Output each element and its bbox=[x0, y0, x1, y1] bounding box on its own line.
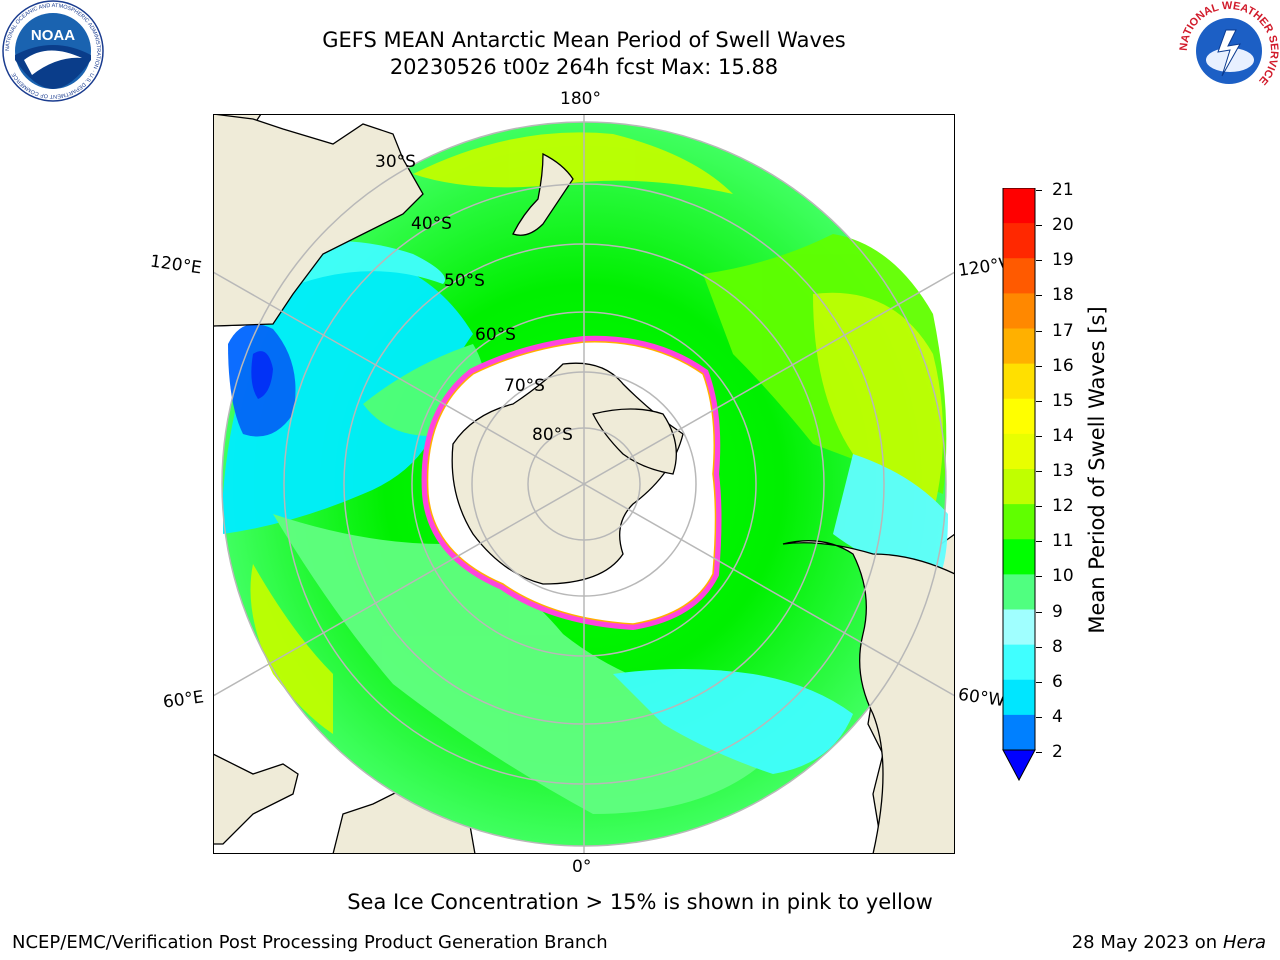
swell-field bbox=[223, 132, 948, 814]
colorbar-band bbox=[1003, 574, 1035, 610]
colorbar-band bbox=[1003, 188, 1035, 224]
colorbar-label: Mean Period of Swell Waves [s] bbox=[1085, 306, 1109, 634]
colorbar-ticks: 2 4 6 8 9 10 11 12 13 14 15 16 17 18 19 20 21 bbox=[1036, 180, 1084, 770]
lon-label-0: 0° bbox=[572, 857, 592, 877]
colorbar-band bbox=[1003, 293, 1035, 329]
colorbar-tick-label: 12 bbox=[1052, 496, 1074, 517]
colorbar-tick-label: 4 bbox=[1052, 706, 1063, 727]
colorbar-tick-label: 14 bbox=[1052, 425, 1074, 446]
colorbar-tick-label: 13 bbox=[1052, 461, 1074, 481]
colorbar-band bbox=[1003, 504, 1035, 540]
colorbar-tick-mark bbox=[1036, 752, 1042, 753]
colorbar-band bbox=[1003, 223, 1035, 259]
lat-label-70s: 70°S bbox=[504, 376, 545, 396]
machine-name: Hera bbox=[1222, 932, 1266, 953]
colorbar-band bbox=[1003, 398, 1035, 435]
colorbar-tick-label: 8 bbox=[1052, 636, 1063, 657]
colorbar-band bbox=[1003, 469, 1035, 505]
map-subtitle: 20230526 t00z 264h fcst Max: 15.88 bbox=[389, 55, 779, 79]
colorbar-tick-label: 15 bbox=[1052, 390, 1074, 411]
colorbar-band bbox=[1003, 714, 1035, 751]
lat-label-30s: 30°S bbox=[375, 152, 416, 172]
colorbar-tick-label: 21 bbox=[1052, 180, 1074, 200]
colorbar-tick-label: 10 bbox=[1052, 566, 1074, 587]
colorbar-tick-label: 20 bbox=[1052, 215, 1074, 236]
lon-label-60e: 60°E bbox=[161, 687, 206, 713]
colorbar-tick-label: 9 bbox=[1052, 601, 1063, 622]
colorbar-tick-mark bbox=[1036, 400, 1042, 402]
coastlines bbox=[213, 114, 955, 854]
polar-map: 30°S 40°S 50°S 60°S 70°S 80°S bbox=[213, 114, 955, 854]
colorbar-band bbox=[1003, 609, 1035, 646]
colorbar-tick-mark bbox=[1036, 190, 1042, 191]
colorbar-tick-label: 17 bbox=[1052, 320, 1074, 341]
colorbar-band bbox=[1003, 679, 1035, 716]
map-title: GEFS MEAN Antarctic Mean Period of Swell… bbox=[322, 28, 846, 52]
colorbar-tick-mark bbox=[1036, 435, 1042, 437]
colorbar-band bbox=[1003, 433, 1035, 470]
colorbar-tick-mark bbox=[1036, 225, 1042, 227]
lat-label-80s: 80°S bbox=[532, 425, 573, 445]
lat-label-40s: 40°S bbox=[411, 214, 452, 234]
graticule bbox=[213, 114, 955, 854]
colorbar-band bbox=[1003, 363, 1035, 400]
credit-text: NCEP/EMC/Verification Post Processing Pr… bbox=[12, 932, 608, 953]
colorbar-border bbox=[1002, 187, 1036, 751]
colorbar-tick-mark bbox=[1036, 260, 1042, 262]
colorbar-band bbox=[1003, 258, 1035, 294]
lon-label-60w: 60°W bbox=[956, 684, 1007, 712]
colorbar-tick-mark bbox=[1036, 541, 1042, 543]
antarctica bbox=[421, 335, 722, 631]
colorbar-tick-mark bbox=[1036, 576, 1042, 578]
colorbar-tick-mark bbox=[1036, 330, 1042, 332]
colorbar-tick-mark bbox=[1036, 681, 1042, 683]
lat-label-50s: 50°S bbox=[444, 271, 485, 291]
colorbar-tick-mark bbox=[1036, 646, 1042, 648]
colorbar bbox=[1002, 187, 1036, 783]
colorbar-tick-label: 18 bbox=[1052, 285, 1074, 306]
noaa-logo-text: NOAA bbox=[31, 27, 75, 44]
colorbar-tick-label: 16 bbox=[1052, 355, 1074, 376]
nws-logo: NATIONAL WEATHER SERVICE bbox=[1178, 0, 1280, 102]
colorbar-tick-mark bbox=[1036, 506, 1042, 508]
colorbar-tick-mark bbox=[1036, 611, 1042, 613]
run-date: 28 May 2023 on Hera bbox=[1072, 932, 1266, 953]
colorbar-band bbox=[1003, 644, 1035, 681]
sea-ice-note: Sea Ice Concentration > 15% is shown in … bbox=[347, 890, 933, 914]
noaa-logo: NOAA NATIONAL OCEANIC AND ATMOSPHERIC AD… bbox=[2, 0, 104, 102]
colorbar-tick-label: 19 bbox=[1052, 250, 1074, 271]
colorbar-tick-mark bbox=[1036, 471, 1042, 472]
colorbar-extend-triangle bbox=[1002, 749, 1036, 782]
lat-label-60s: 60°S bbox=[475, 325, 516, 345]
run-date-text: 28 May 2023 on bbox=[1071, 932, 1218, 953]
colorbar-tick-label: 11 bbox=[1052, 531, 1074, 552]
colorbar-tick-label: 6 bbox=[1052, 671, 1063, 692]
colorbar-band bbox=[1003, 328, 1035, 365]
colorbar-tick-mark bbox=[1036, 716, 1042, 718]
colorbar-tick-label: 2 bbox=[1052, 742, 1063, 762]
lon-label-120e: 120°E bbox=[148, 251, 203, 279]
lon-label-180: 180° bbox=[560, 89, 601, 109]
colorbar-tick-mark bbox=[1036, 365, 1042, 367]
colorbar-band bbox=[1003, 539, 1035, 575]
colorbar-tick-mark bbox=[1036, 295, 1042, 297]
